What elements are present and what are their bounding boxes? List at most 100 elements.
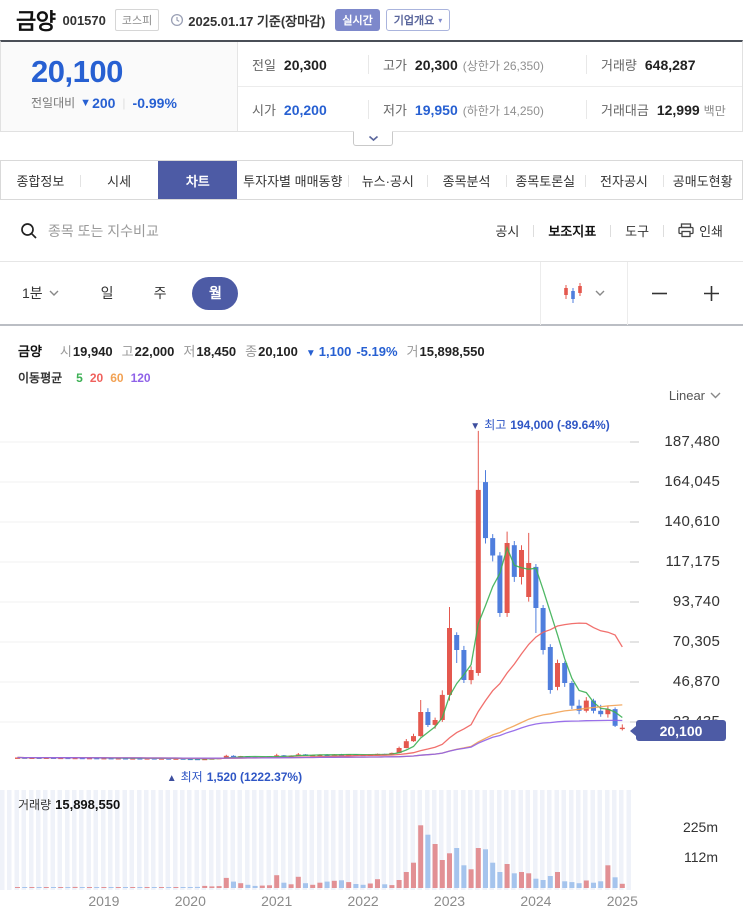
search-icon bbox=[21, 222, 37, 239]
divider bbox=[610, 224, 612, 237]
tools-link[interactable]: 도구 bbox=[625, 224, 650, 239]
legend-close-label: 종 bbox=[245, 344, 258, 359]
x-year-label: 2022 bbox=[347, 893, 379, 909]
tab-3[interactable]: 차트 bbox=[158, 161, 238, 199]
legend-high: 22,000 bbox=[134, 344, 175, 359]
ma-period-list: 5 20 60 120 bbox=[69, 371, 150, 385]
volume-pane-label: 거래량 bbox=[18, 798, 52, 812]
date-info: 2025.01.17 기준(장마감) bbox=[170, 11, 325, 30]
price-summary-box: 20,100 전일대비 ▼ 200 | -0.99% 전일 20,300 고가 20… bbox=[0, 40, 743, 132]
current-price: 20,100 bbox=[31, 54, 123, 89]
company-overview-label: 기업개요 bbox=[393, 15, 435, 27]
zoom-out-button[interactable] bbox=[628, 285, 691, 302]
open-value: 20,200 bbox=[283, 101, 327, 118]
timeframe-week[interactable]: 주 bbox=[153, 285, 167, 301]
volume-tick-label: 112m bbox=[684, 849, 718, 866]
x-year-label: 2024 bbox=[520, 893, 552, 909]
y-tick-label: 140,610 bbox=[664, 513, 720, 530]
chevron-down-icon bbox=[368, 135, 378, 142]
compare-search-input[interactable] bbox=[48, 222, 496, 239]
company-overview-button[interactable]: 기업개요 ▾ bbox=[385, 9, 451, 31]
realtime-badge[interactable]: 실시간 bbox=[335, 9, 380, 31]
disclosure-link[interactable]: 공시 bbox=[495, 224, 520, 239]
tab-7[interactable]: 종목토론실 bbox=[505, 161, 585, 199]
open-label: 시가 bbox=[252, 102, 276, 118]
chart-section: 금양 시 19,940 고 22,000 저 18,450 종 20,100 ▼ 1,1… bbox=[0, 326, 743, 912]
tab-bar: 종합정보 시세 차트 투자자별 매매동향 뉴스·공시 종목분석 종목토론실 전자공시 공매도현황 bbox=[0, 160, 743, 200]
divider: | bbox=[122, 95, 126, 110]
high-label: 고가 bbox=[383, 57, 407, 73]
change-value: 200 bbox=[92, 94, 116, 111]
x-year-label: 2020 bbox=[174, 893, 206, 909]
tab-4[interactable]: 투자자별 매매동향 bbox=[243, 173, 343, 189]
tab-2[interactable]: 시세 bbox=[79, 161, 159, 199]
legend-close: 20,100 bbox=[258, 344, 298, 359]
y-tick-label: 93,740 bbox=[672, 593, 720, 610]
low-cell: 저가 19,950 (하한가 14,250) bbox=[368, 99, 586, 119]
timeframe-day[interactable]: 일 bbox=[100, 285, 114, 301]
tab-8[interactable]: 전자공시 bbox=[584, 161, 664, 199]
market-badge: 코스피 bbox=[114, 9, 160, 31]
stock-header: 금양 001570 코스피 2025.01.17 기준(장마감) 실시간 기업개… bbox=[0, 0, 743, 40]
timeframe-minute-label: 1분 bbox=[22, 285, 43, 301]
y-tick-label: 187,480 bbox=[664, 433, 720, 450]
collapse-button[interactable] bbox=[353, 131, 393, 146]
down-triangle-icon: ▼ bbox=[305, 348, 316, 359]
volume-value: 648,287 bbox=[644, 56, 696, 73]
tab-9[interactable]: 공매도현황 bbox=[663, 161, 742, 199]
timeframe-minute[interactable]: 1분 bbox=[22, 283, 59, 303]
ma-period-5: 5 bbox=[76, 371, 83, 385]
scale-selector[interactable]: Linear bbox=[669, 388, 721, 403]
ma-period-20: 20 bbox=[89, 371, 104, 385]
open-cell: 시가 20,200 bbox=[238, 100, 368, 119]
high-cell: 고가 20,300 (상한가 26,350) bbox=[368, 54, 586, 74]
x-year-label: 2021 bbox=[261, 893, 293, 909]
low-value: 19,950 bbox=[414, 101, 458, 118]
volume-tick-label: 225m bbox=[682, 819, 718, 835]
print-button[interactable]: 인쇄 bbox=[678, 221, 723, 240]
volume-pane-header: 거래량 15,898,550 bbox=[18, 796, 120, 813]
high-value: 194,000 (-89.64%) bbox=[510, 418, 610, 432]
legend-symbol: 금양 bbox=[18, 344, 42, 359]
chart-toolbar: 공시 보조지표 도구 인쇄 bbox=[0, 200, 743, 262]
low-prefix: 최저 bbox=[180, 770, 203, 784]
tab-6[interactable]: 종목분석 bbox=[427, 161, 506, 199]
x-year-label: 2023 bbox=[433, 893, 466, 909]
low-value: 1,520 (1222.37%) bbox=[206, 770, 303, 784]
annotation-low: ▲ 최저 1,520 (1222.37%) bbox=[167, 768, 302, 785]
divider bbox=[533, 224, 535, 237]
price-detail-panel: 전일 20,300 고가 20,300 (상한가 26,350) 거래량 648,287… bbox=[238, 42, 742, 131]
ma-legend-label: 이동평균 bbox=[18, 371, 63, 385]
tab-1[interactable]: 종합정보 bbox=[16, 173, 65, 189]
tab-5[interactable]: 뉴스·공시 bbox=[348, 161, 427, 199]
stock-code: 001570 bbox=[62, 12, 106, 28]
print-label: 인쇄 bbox=[699, 224, 723, 239]
divider bbox=[627, 261, 628, 325]
timeframe-month-active[interactable]: 월 bbox=[192, 276, 239, 310]
y-tick-label: 164,045 bbox=[664, 473, 720, 490]
date-text: 2025.01.17 기준(장마감) bbox=[188, 13, 326, 29]
ohlc-legend: 금양 시 19,940 고 22,000 저 18,450 종 20,100 ▼ 1,1… bbox=[18, 341, 485, 360]
indicators-link[interactable]: 보조지표 bbox=[548, 224, 597, 239]
legend-change-pct: -5.19% bbox=[356, 344, 398, 359]
chart-controls bbox=[540, 261, 743, 325]
legend-high-label: 고 bbox=[121, 344, 134, 359]
divider bbox=[540, 261, 541, 325]
legend-change: 1,100 bbox=[318, 344, 352, 359]
legend-low-label: 저 bbox=[183, 344, 196, 359]
legend-open: 19,940 bbox=[72, 344, 113, 359]
candlestick-chart[interactable] bbox=[0, 410, 743, 790]
change-percent: -0.99% bbox=[132, 94, 177, 111]
candlestick-chart-icon bbox=[564, 283, 582, 303]
volume-chart[interactable] bbox=[0, 790, 743, 890]
zoom-in-button[interactable] bbox=[691, 285, 743, 302]
down-triangle-icon: ▼ bbox=[80, 96, 92, 109]
up-triangle-icon: ▲ bbox=[166, 773, 177, 784]
volume-pane-value: 15,898,550 bbox=[55, 797, 121, 812]
ma-period-60: 60 bbox=[110, 371, 124, 385]
low-label: 저가 bbox=[383, 102, 407, 118]
minus-icon bbox=[652, 292, 667, 294]
chevron-down-icon bbox=[49, 290, 59, 296]
chart-type-selector[interactable] bbox=[541, 282, 627, 304]
y-tick-label: 70,305 bbox=[672, 633, 720, 650]
